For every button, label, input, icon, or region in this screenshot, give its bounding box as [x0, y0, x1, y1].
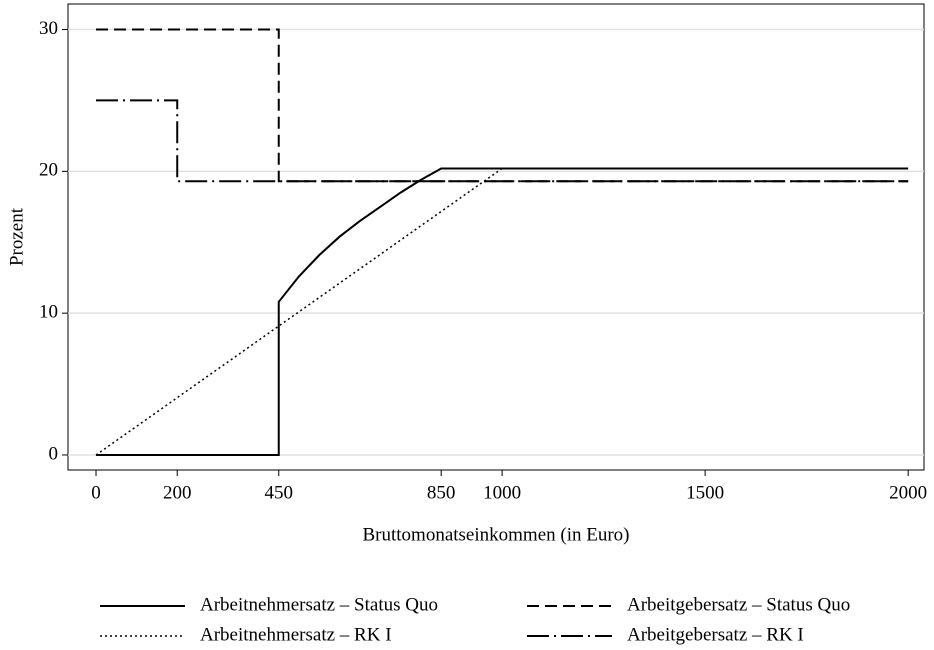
series-line	[96, 99, 909, 183]
legend-label: Arbeitnehmersatz – Status Quo	[200, 594, 438, 615]
y-tick-label: 20	[39, 160, 58, 181]
legend-label: Arbeitgebersatz – RK I	[627, 624, 804, 645]
legend-label: Arbeitnehmersatz – RK I	[200, 624, 392, 645]
y-tick-label: 10	[39, 302, 58, 323]
x-axis-label: Bruttomonatseinkommen (in Euro)	[362, 524, 629, 545]
x-tick-label: 0	[91, 482, 101, 503]
y-tick-label: 30	[39, 18, 58, 39]
plot-frame	[67, 3, 925, 471]
x-tick-label: 2000	[889, 482, 927, 503]
series-line	[96, 28, 909, 183]
series-line	[95, 167, 909, 456]
x-tick-label: 1000	[483, 482, 521, 503]
x-tick-label: 200	[163, 482, 192, 503]
y-axis-label: Prozent	[6, 207, 27, 266]
x-tick-label: 450	[265, 482, 294, 503]
x-tick-label: 850	[427, 482, 456, 503]
series-line	[96, 167, 909, 456]
x-tick-label: 1500	[686, 482, 724, 503]
y-tick-label: 0	[49, 443, 59, 464]
legend-label: Arbeitgebersatz – Status Quo	[627, 594, 850, 615]
